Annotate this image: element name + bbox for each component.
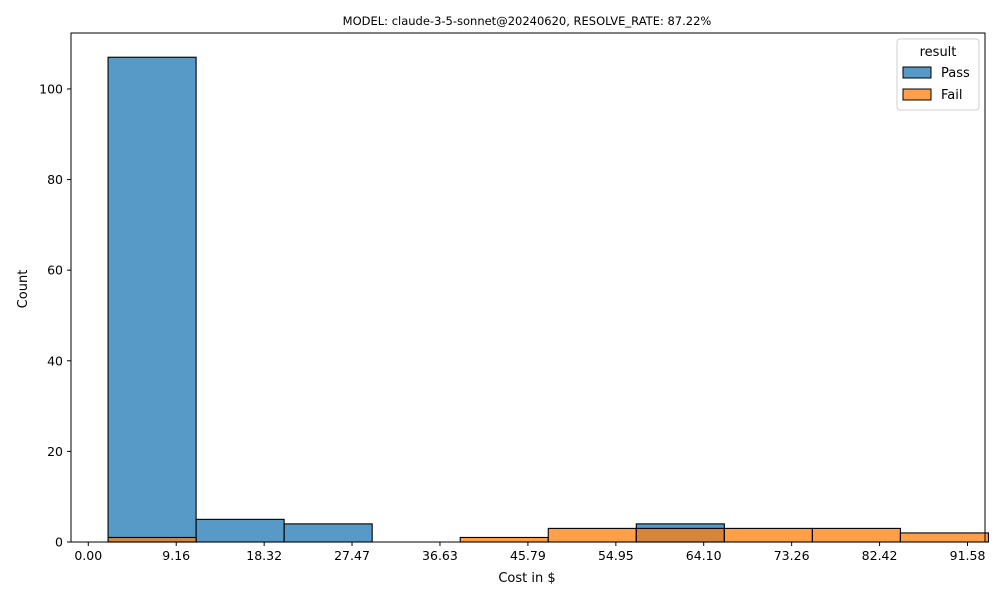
bar-fail-5 (547, 527, 637, 543)
x-tick-label-6: 54.95 (598, 548, 634, 563)
legend: result Pass Fail (896, 38, 980, 111)
legend-swatch-pass (902, 66, 932, 79)
legend-label-fail: Fail (941, 88, 962, 103)
x-tick-label-5: 45.79 (510, 548, 546, 563)
bar-pass-2 (283, 523, 373, 543)
x-tick-label-2: 18.32 (246, 548, 282, 563)
bar-fail-4 (459, 536, 549, 543)
legend-label-pass: Pass (941, 66, 970, 81)
y-tick-label-1: 20 (47, 444, 63, 459)
y-tick-label-4: 80 (47, 172, 63, 187)
legend-swatch-fail (902, 88, 932, 101)
x-tick-label-3: 27.47 (334, 548, 370, 563)
bar-pass-0 (107, 56, 197, 543)
bar-fail-0 (107, 536, 197, 543)
x-tick-label-10: 91.58 (950, 548, 986, 563)
bar-fail-9 (899, 532, 990, 543)
x-tick-label-8: 73.26 (774, 548, 810, 563)
y-tick-label-5: 100 (39, 81, 63, 96)
bar-pass-1 (195, 518, 285, 543)
x-tick-label-4: 36.63 (422, 548, 458, 563)
x-tick-label-7: 64.10 (686, 548, 722, 563)
y-tick-label-2: 40 (47, 353, 63, 368)
bar-fail-6 (635, 527, 725, 543)
legend-entries: Pass Fail (902, 66, 970, 103)
x-tick-label-9: 82.42 (862, 548, 898, 563)
chart-title: MODEL: claude-3-5-sonnet@20240620, RESOL… (343, 14, 712, 28)
legend-title: result (920, 45, 957, 60)
x-axis-title: Cost in $ (498, 571, 555, 586)
bar-fail-7 (723, 527, 813, 543)
axes-group: 0.00 9.16 18.32 27.47 36.63 45.79 54.95 64.10 73… (39, 32, 986, 563)
bar-fail-8 (811, 527, 901, 543)
plot-frame (70, 32, 986, 543)
y-axis-title: Count (16, 270, 31, 309)
y-tick-label-3: 60 (47, 263, 63, 278)
x-tick-label-0: 0.00 (74, 548, 102, 563)
bars-group (107, 56, 990, 543)
y-tick-label-0: 0 (55, 535, 63, 550)
x-tick-label-1: 9.16 (162, 548, 190, 563)
